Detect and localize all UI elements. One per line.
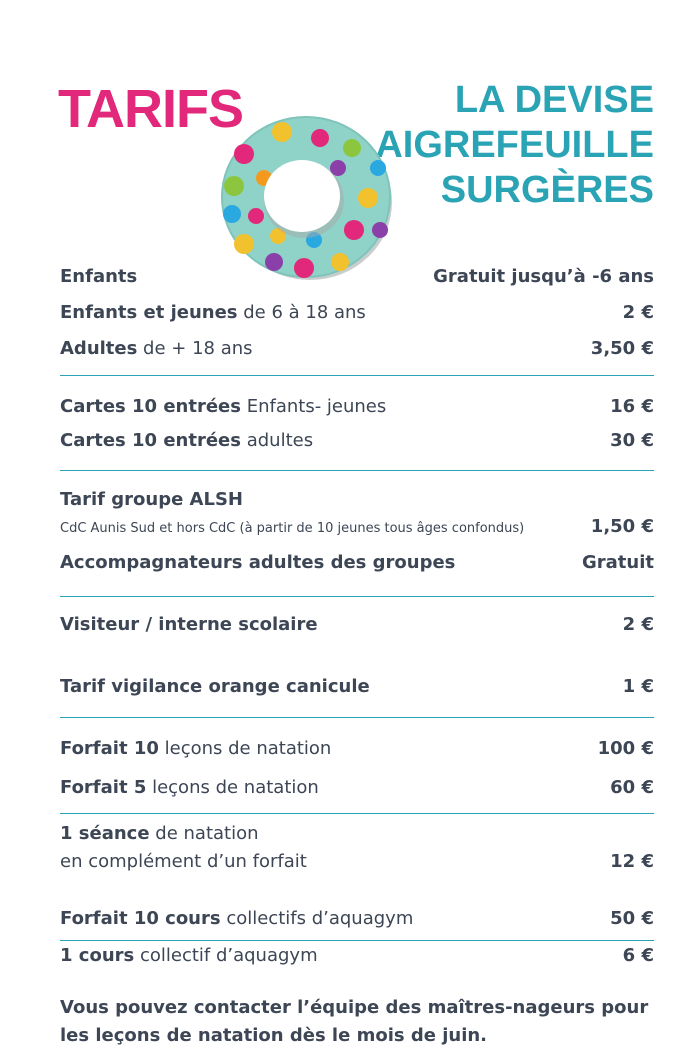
rate-row: Forfait 10 cours collectifs d’aquagym 50… xyxy=(60,908,654,929)
rate-row: 1 séance de natation xyxy=(60,823,259,844)
rate-row: Tarif vigilance orange canicule 1 € xyxy=(60,676,654,697)
divider xyxy=(60,596,654,597)
rate-row: Forfait 5 leçons de natation 60 € xyxy=(60,777,654,798)
rate-price: 3,50 € xyxy=(590,338,654,359)
rate-price: 16 € xyxy=(610,396,654,417)
rate-price: 60 € xyxy=(610,777,654,798)
rate-price: 6 € xyxy=(622,945,654,966)
divider xyxy=(60,813,654,814)
contact-note: Vous pouvez contacter l’équipe des maîtr… xyxy=(60,994,660,1050)
rate-price: 12 € xyxy=(610,851,654,872)
rate-row: Adultes de + 18 ans 3,50 € xyxy=(60,338,654,359)
rate-price: Gratuit jusqu’à -6 ans xyxy=(433,266,654,287)
rate-row: Cartes 10 entrées Enfants- jeunes 16 € xyxy=(60,396,654,417)
rate-price: 1,50 € xyxy=(590,516,654,537)
rate-price: 50 € xyxy=(610,908,654,929)
rate-price: 30 € xyxy=(610,430,654,451)
rate-row: en complément d’un forfait 12 € xyxy=(60,851,654,872)
rate-row: 1 cours collectif d’aquagym 6 € xyxy=(60,945,654,966)
contact-note-line-2: les leçons de natation dès le mois de ju… xyxy=(60,1025,488,1046)
divider xyxy=(60,470,654,471)
location-line-2: AIGREFEUILLE xyxy=(375,124,654,166)
rate-row: Visiteur / interne scolaire 2 € xyxy=(60,614,654,635)
rate-row: Cartes 10 entrées adultes 30 € xyxy=(60,430,654,451)
swim-ring-polka-dot-icon xyxy=(221,116,392,280)
rate-price: 1 € xyxy=(622,676,654,697)
page-title: TARIFS xyxy=(58,79,244,139)
location-line-1: LA DEVISE xyxy=(454,79,654,121)
rate-price: 2 € xyxy=(622,614,654,635)
rate-row: Enfants et jeunes de 6 à 18 ans 2 € xyxy=(60,302,654,323)
divider xyxy=(60,717,654,718)
rate-row: CdC Aunis Sud et hors CdC (à partir de 1… xyxy=(60,516,654,537)
rate-row: Enfants Gratuit jusqu’à -6 ans xyxy=(60,266,654,287)
divider xyxy=(60,375,654,376)
rate-price: Gratuit xyxy=(582,552,654,573)
rate-price: 100 € xyxy=(597,738,654,759)
rate-row: Accompagnateurs adultes des groupes Grat… xyxy=(60,552,654,573)
rate-price: 2 € xyxy=(622,302,654,323)
rate-row: Forfait 10 leçons de natation 100 € xyxy=(60,738,654,759)
pool-location: LA DEVISE AIGREFEUILLE SURGÈRES xyxy=(375,78,654,213)
contact-note-line-1: Vous pouvez contacter l’équipe des maîtr… xyxy=(60,997,649,1018)
divider xyxy=(60,940,654,941)
location-line-3: SURGÈRES xyxy=(440,169,654,211)
rate-row: Tarif groupe ALSH xyxy=(60,489,243,510)
